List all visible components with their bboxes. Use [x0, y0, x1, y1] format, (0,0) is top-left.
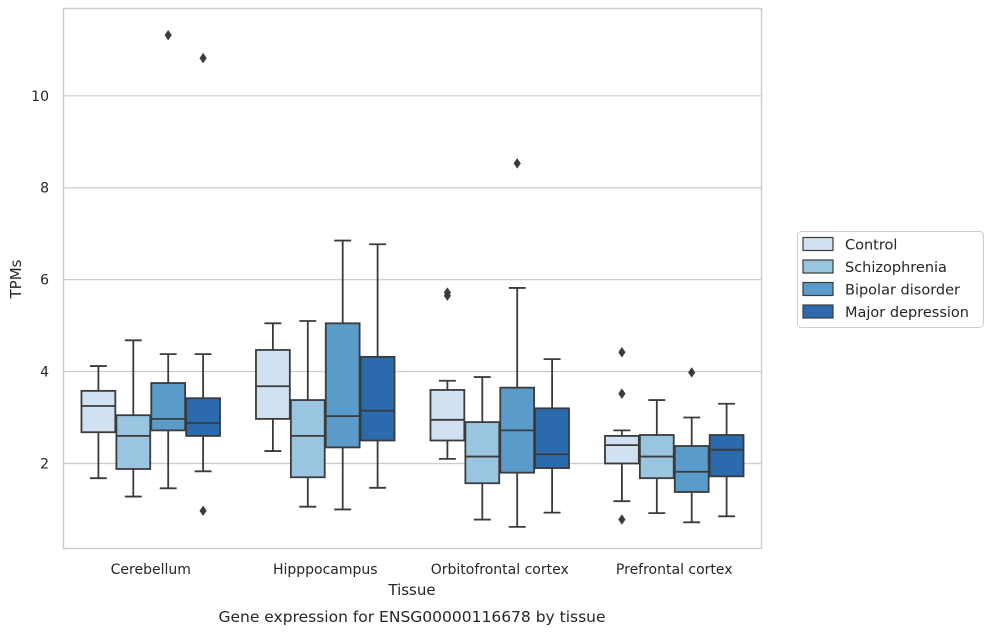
box-2-2	[499, 158, 536, 528]
legend-label-1: Schizophrenia	[845, 260, 947, 276]
outlier-point	[618, 514, 626, 525]
box-iqr	[708, 434, 745, 478]
outlier-point	[164, 29, 172, 41]
legend-label-3: Major depression	[845, 305, 969, 321]
box-2-0	[429, 287, 466, 460]
box-0-0	[80, 365, 117, 480]
box-iqr	[255, 349, 291, 420]
y-tick-label-2: 2	[40, 456, 49, 472]
outlier-point	[199, 52, 207, 64]
box-2-1	[464, 376, 501, 521]
box-iqr	[464, 421, 501, 485]
box-2-3	[534, 358, 570, 514]
outlier-point	[199, 505, 207, 517]
box-1-2	[324, 239, 361, 511]
x-tick-label-3: Prefrontal cortex	[616, 562, 733, 578]
y-tick-label-4: 4	[40, 365, 49, 381]
box-1-1	[289, 320, 326, 508]
boxes	[80, 29, 745, 528]
y-tick-label-10: 10	[31, 89, 49, 105]
box-iqr	[80, 389, 117, 434]
legend-swatch-0	[802, 236, 834, 252]
x-axis-label: Tissue	[387, 581, 435, 599]
outlier-point	[513, 158, 521, 169]
legend-swatch-3	[802, 304, 834, 319]
x-tick-labels: Cerebellum Hipppocampus Orbitofrontal cort…	[111, 562, 733, 578]
legend-frame	[797, 231, 984, 328]
box-iqr	[185, 397, 221, 437]
box-1-0	[255, 322, 291, 452]
box-0-2	[150, 29, 187, 490]
box-iqr	[289, 399, 326, 479]
box-iqr	[324, 322, 361, 449]
box-iqr	[534, 407, 570, 469]
box-3-0	[604, 347, 640, 525]
y-axis-label: TPMs	[7, 259, 25, 299]
outlier-point	[443, 287, 451, 298]
legend: Control Schizophrenia Bipolar disorder Majo…	[797, 231, 984, 328]
plot-frame	[62, 7, 763, 550]
box-iqr	[150, 382, 187, 432]
y-tick-label-8: 8	[40, 181, 49, 197]
box-0-3	[185, 52, 221, 517]
box-3-3	[708, 402, 745, 518]
box-iqr	[673, 445, 710, 493]
y-tick-labels: 2 4 6 8 10	[31, 89, 49, 473]
x-tick-label-0: Cerebellum	[111, 562, 191, 578]
box-iqr	[115, 414, 152, 470]
outlier-point	[688, 367, 696, 378]
legend-label-0: Control	[845, 238, 897, 254]
box-0-1	[115, 339, 152, 498]
outlier-point	[618, 388, 626, 399]
box-iqr	[604, 435, 640, 465]
legend-swatch-2	[802, 281, 834, 297]
box-iqr	[359, 355, 396, 442]
x-tick-label-1: Hipppocampus	[273, 562, 378, 578]
box-3-1	[638, 399, 675, 515]
outlier-point	[618, 347, 626, 358]
chart-caption: Gene expression for ENSG00000116678 by t…	[218, 608, 605, 626]
box-1-3	[359, 243, 396, 489]
legend-label-2: Bipolar disorder	[845, 283, 960, 299]
box-3-2	[673, 367, 710, 524]
box-iqr	[429, 389, 466, 442]
y-tick-label-6: 6	[40, 273, 49, 289]
x-tick-label-2: Orbitofrontal cortex	[431, 562, 569, 578]
legend-swatch-1	[802, 259, 834, 274]
